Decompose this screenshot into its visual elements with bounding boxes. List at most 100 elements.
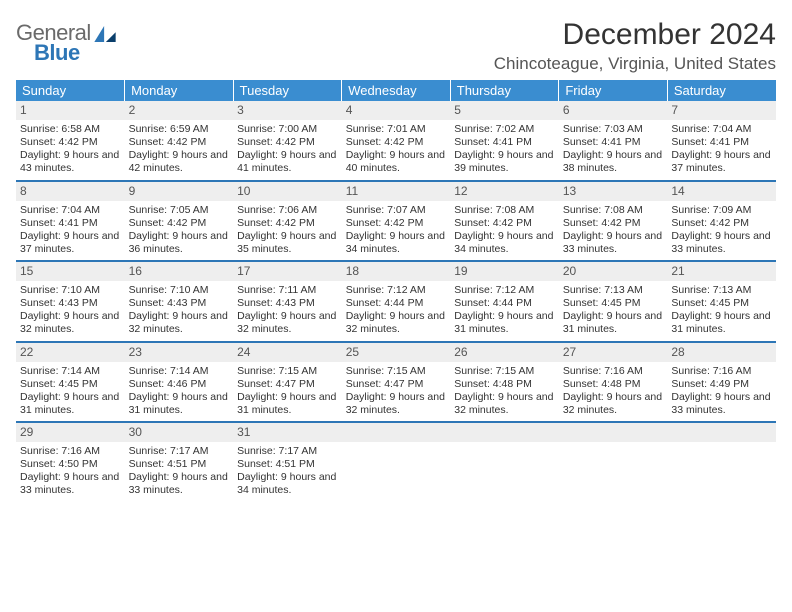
calendar-day-cell: 7Sunrise: 7:04 AMSunset: 4:41 PMDaylight… <box>667 101 776 181</box>
day-details: Sunrise: 7:16 AMSunset: 4:49 PMDaylight:… <box>667 362 776 422</box>
calendar-day-cell: 31Sunrise: 7:17 AMSunset: 4:51 PMDayligh… <box>233 422 342 502</box>
daylight-line: Daylight: 9 hours and 33 minutes. <box>20 471 121 497</box>
calendar-body: 1Sunrise: 6:58 AMSunset: 4:42 PMDaylight… <box>16 101 776 502</box>
sunrise-line: Sunrise: 7:17 AM <box>237 445 338 458</box>
sunrise-line: Sunrise: 7:14 AM <box>20 365 121 378</box>
daylight-line: Daylight: 9 hours and 32 minutes. <box>20 310 121 336</box>
day-details: Sunrise: 7:15 AMSunset: 4:48 PMDaylight:… <box>450 362 559 422</box>
sunset-line: Sunset: 4:42 PM <box>129 217 230 230</box>
sunrise-line: Sunrise: 7:04 AM <box>671 123 772 136</box>
calendar-day-cell: 23Sunrise: 7:14 AMSunset: 4:46 PMDayligh… <box>125 342 234 423</box>
day-number: 13 <box>559 182 668 201</box>
day-number: 16 <box>125 262 234 281</box>
daylight-line: Daylight: 9 hours and 40 minutes. <box>346 149 447 175</box>
day-details: Sunrise: 7:07 AMSunset: 4:42 PMDaylight:… <box>342 201 451 261</box>
calendar-day-cell: 12Sunrise: 7:08 AMSunset: 4:42 PMDayligh… <box>450 181 559 262</box>
calendar-day-cell: 13Sunrise: 7:08 AMSunset: 4:42 PMDayligh… <box>559 181 668 262</box>
sunset-line: Sunset: 4:47 PM <box>346 378 447 391</box>
sunset-line: Sunset: 4:43 PM <box>237 297 338 310</box>
calendar-day-cell: 20Sunrise: 7:13 AMSunset: 4:45 PMDayligh… <box>559 261 668 342</box>
calendar-day-cell: 5Sunrise: 7:02 AMSunset: 4:41 PMDaylight… <box>450 101 559 181</box>
calendar-day-cell: 24Sunrise: 7:15 AMSunset: 4:47 PMDayligh… <box>233 342 342 423</box>
day-number: 8 <box>16 182 125 201</box>
day-details: Sunrise: 7:12 AMSunset: 4:44 PMDaylight:… <box>342 281 451 341</box>
day-details: Sunrise: 7:08 AMSunset: 4:42 PMDaylight:… <box>450 201 559 261</box>
daylight-line: Daylight: 9 hours and 31 minutes. <box>237 391 338 417</box>
calendar-day-cell: 15Sunrise: 7:10 AMSunset: 4:43 PMDayligh… <box>16 261 125 342</box>
calendar-table: Sunday Monday Tuesday Wednesday Thursday… <box>16 80 776 502</box>
calendar-day-cell: 9Sunrise: 7:05 AMSunset: 4:42 PMDaylight… <box>125 181 234 262</box>
day-details: Sunrise: 7:13 AMSunset: 4:45 PMDaylight:… <box>559 281 668 341</box>
sunrise-line: Sunrise: 7:16 AM <box>20 445 121 458</box>
sunrise-line: Sunrise: 7:16 AM <box>671 365 772 378</box>
calendar-day-cell: 25Sunrise: 7:15 AMSunset: 4:47 PMDayligh… <box>342 342 451 423</box>
sunrise-line: Sunrise: 7:08 AM <box>563 204 664 217</box>
month-title: December 2024 <box>494 18 776 52</box>
day-number: 2 <box>125 101 234 120</box>
day-number: 21 <box>667 262 776 281</box>
logo-text-2: Blue <box>34 42 116 64</box>
daylight-line: Daylight: 9 hours and 37 minutes. <box>20 230 121 256</box>
sunset-line: Sunset: 4:45 PM <box>563 297 664 310</box>
sunrise-line: Sunrise: 7:15 AM <box>454 365 555 378</box>
calendar-day-cell: 30Sunrise: 7:17 AMSunset: 4:51 PMDayligh… <box>125 422 234 502</box>
sunrise-line: Sunrise: 7:07 AM <box>346 204 447 217</box>
day-details: Sunrise: 7:10 AMSunset: 4:43 PMDaylight:… <box>125 281 234 341</box>
daylight-line: Daylight: 9 hours and 42 minutes. <box>129 149 230 175</box>
daylight-line: Daylight: 9 hours and 41 minutes. <box>237 149 338 175</box>
sunrise-line: Sunrise: 7:17 AM <box>129 445 230 458</box>
daylight-line: Daylight: 9 hours and 36 minutes. <box>129 230 230 256</box>
sunrise-line: Sunrise: 7:13 AM <box>563 284 664 297</box>
sunrise-line: Sunrise: 7:12 AM <box>346 284 447 297</box>
calendar-day-cell: 8Sunrise: 7:04 AMSunset: 4:41 PMDaylight… <box>16 181 125 262</box>
calendar-day-cell: 2Sunrise: 6:59 AMSunset: 4:42 PMDaylight… <box>125 101 234 181</box>
calendar-day-cell: 26Sunrise: 7:15 AMSunset: 4:48 PMDayligh… <box>450 342 559 423</box>
day-details: Sunrise: 7:16 AMSunset: 4:48 PMDaylight:… <box>559 362 668 422</box>
daylight-line: Daylight: 9 hours and 37 minutes. <box>671 149 772 175</box>
sunset-line: Sunset: 4:42 PM <box>346 217 447 230</box>
sunset-line: Sunset: 4:42 PM <box>454 217 555 230</box>
sunset-line: Sunset: 4:43 PM <box>129 297 230 310</box>
day-number: 9 <box>125 182 234 201</box>
day-details: Sunrise: 7:09 AMSunset: 4:42 PMDaylight:… <box>667 201 776 261</box>
logo: General Blue <box>16 18 116 64</box>
day-details: Sunrise: 6:59 AMSunset: 4:42 PMDaylight:… <box>125 120 234 180</box>
daylight-line: Daylight: 9 hours and 31 minutes. <box>563 310 664 336</box>
day-number: 26 <box>450 343 559 362</box>
weekday-header-row: Sunday Monday Tuesday Wednesday Thursday… <box>16 80 776 101</box>
sunrise-line: Sunrise: 7:10 AM <box>129 284 230 297</box>
sunset-line: Sunset: 4:51 PM <box>129 458 230 471</box>
daylight-line: Daylight: 9 hours and 34 minutes. <box>454 230 555 256</box>
sunset-line: Sunset: 4:42 PM <box>563 217 664 230</box>
day-number: 15 <box>16 262 125 281</box>
col-tuesday: Tuesday <box>233 80 342 101</box>
day-details: Sunrise: 7:14 AMSunset: 4:45 PMDaylight:… <box>16 362 125 422</box>
daylight-line: Daylight: 9 hours and 32 minutes. <box>346 310 447 336</box>
day-details: Sunrise: 7:12 AMSunset: 4:44 PMDaylight:… <box>450 281 559 341</box>
day-number: 20 <box>559 262 668 281</box>
day-details: Sunrise: 7:02 AMSunset: 4:41 PMDaylight:… <box>450 120 559 180</box>
col-friday: Friday <box>559 80 668 101</box>
calendar-day-cell: 11Sunrise: 7:07 AMSunset: 4:42 PMDayligh… <box>342 181 451 262</box>
logo-sail-icon <box>94 26 116 42</box>
day-number: 3 <box>233 101 342 120</box>
calendar-day-cell: 28Sunrise: 7:16 AMSunset: 4:49 PMDayligh… <box>667 342 776 423</box>
day-details: Sunrise: 7:13 AMSunset: 4:45 PMDaylight:… <box>667 281 776 341</box>
daylight-line: Daylight: 9 hours and 34 minutes. <box>237 471 338 497</box>
day-details: Sunrise: 7:04 AMSunset: 4:41 PMDaylight:… <box>667 120 776 180</box>
day-number: 18 <box>342 262 451 281</box>
sunset-line: Sunset: 4:44 PM <box>454 297 555 310</box>
calendar-day-cell: 19Sunrise: 7:12 AMSunset: 4:44 PMDayligh… <box>450 261 559 342</box>
sunrise-line: Sunrise: 7:00 AM <box>237 123 338 136</box>
daylight-line: Daylight: 9 hours and 32 minutes. <box>563 391 664 417</box>
col-thursday: Thursday <box>450 80 559 101</box>
day-number: 22 <box>16 343 125 362</box>
sunset-line: Sunset: 4:45 PM <box>671 297 772 310</box>
calendar-day-cell <box>559 422 668 502</box>
sunset-line: Sunset: 4:42 PM <box>346 136 447 149</box>
day-details: Sunrise: 7:15 AMSunset: 4:47 PMDaylight:… <box>233 362 342 422</box>
day-details: Sunrise: 7:04 AMSunset: 4:41 PMDaylight:… <box>16 201 125 261</box>
sunrise-line: Sunrise: 6:59 AM <box>129 123 230 136</box>
sunset-line: Sunset: 4:48 PM <box>454 378 555 391</box>
calendar-week-row: 1Sunrise: 6:58 AMSunset: 4:42 PMDaylight… <box>16 101 776 181</box>
